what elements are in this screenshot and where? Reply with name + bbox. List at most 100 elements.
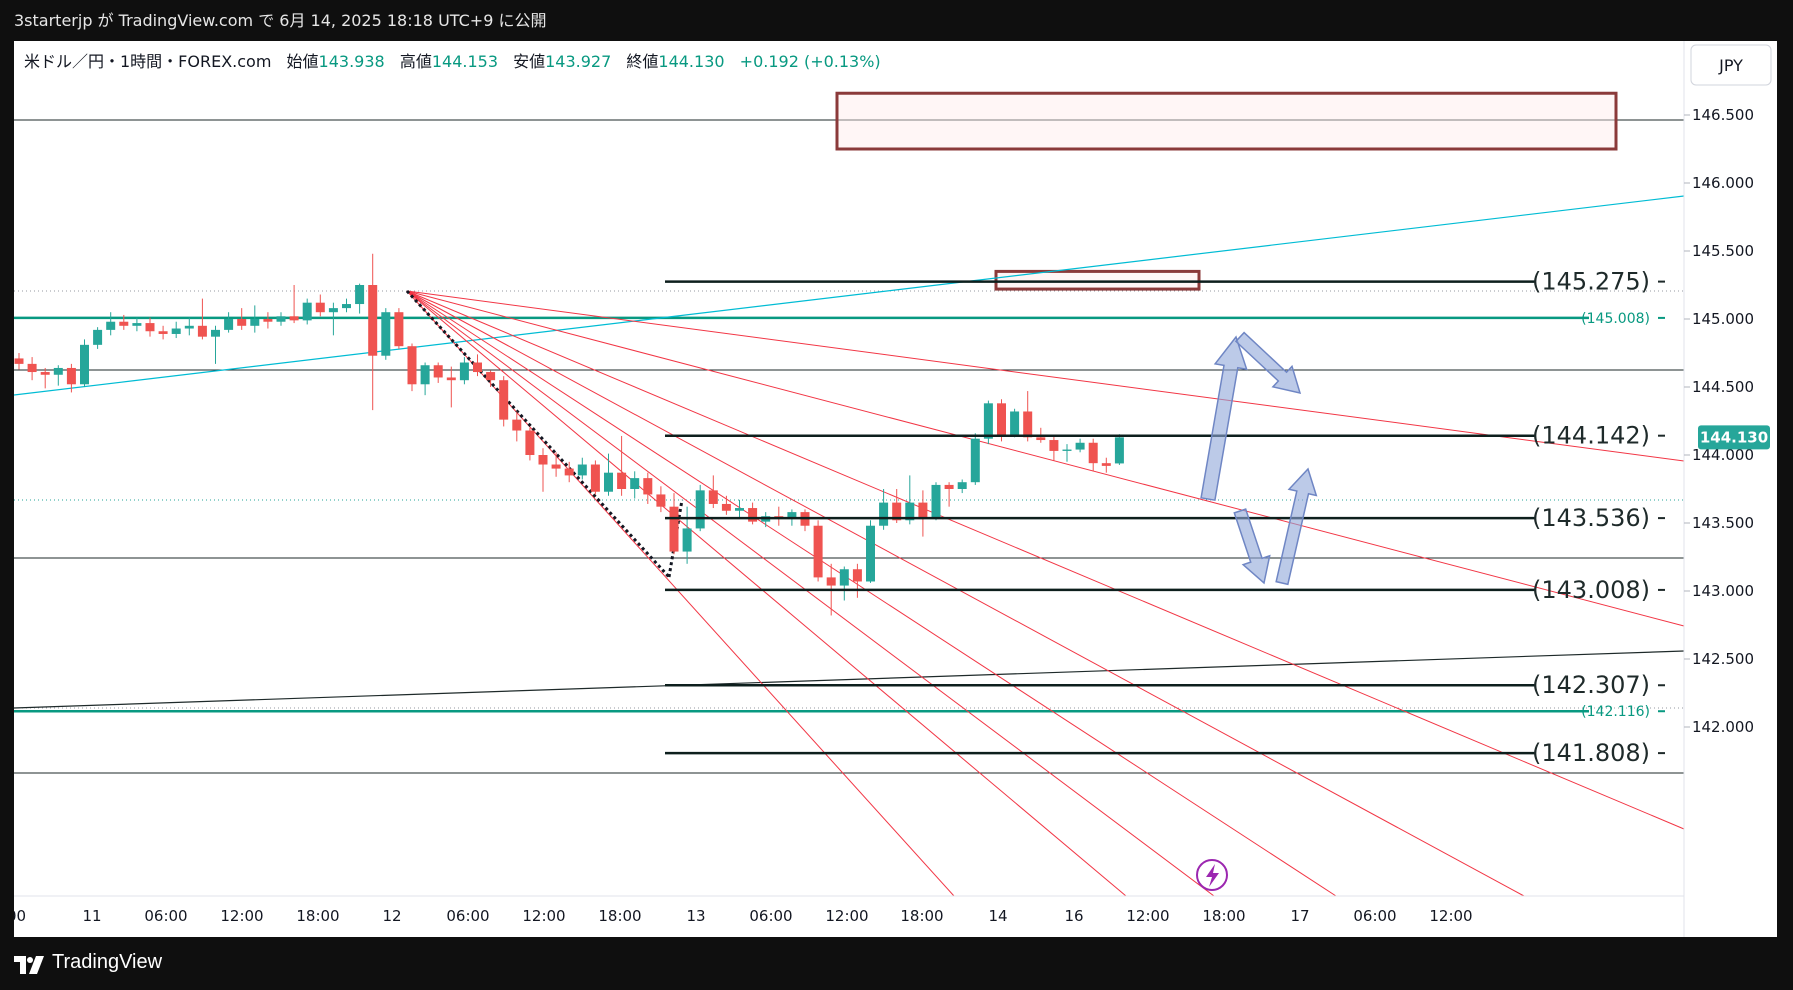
chart-panel[interactable]: (145.008) (142.116) (145.275) (144.142) (14… (14, 41, 1777, 937)
candle-body (931, 484, 941, 518)
candle-body (342, 304, 351, 309)
candle-body (512, 419, 522, 431)
fan-line (406, 290, 1215, 897)
candle-body (957, 482, 967, 489)
current-price-tag: 144.130 (1698, 425, 1770, 450)
candle-body (1062, 449, 1072, 451)
candle-body (145, 323, 155, 332)
fan-line (406, 290, 1525, 897)
candle-body (499, 380, 509, 420)
time-axis[interactable]: :00 11 06:00 12:00 18:00 12 06:00 12:00 18:00 13 0… (14, 895, 1684, 925)
candle-body (1101, 463, 1111, 466)
candle-body (708, 490, 718, 504)
candle-body (643, 478, 653, 495)
fan-line (406, 290, 955, 897)
x-tick-label: 14 (988, 907, 1007, 925)
candle-body (970, 438, 980, 483)
candle-body (590, 464, 600, 492)
candle-body (93, 329, 103, 345)
fan-line (406, 290, 1685, 462)
teal-level-label: (145.008) (1581, 311, 1650, 327)
resistance-zone (835, 91, 1618, 151)
candle-body (682, 528, 692, 552)
rising-support-line (14, 650, 1685, 709)
fan-lines (405, 289, 1685, 897)
candle-body (1036, 437, 1046, 441)
candle-body (1023, 411, 1033, 438)
x-tick-label: 06:00 (144, 907, 187, 925)
candle-body (721, 503, 731, 511)
candle-body (289, 316, 299, 321)
price-axis[interactable]: JPY 146.500146.000145.500145.000144.5001… (1683, 41, 1777, 937)
candle-body (119, 321, 129, 326)
candle-body (420, 365, 430, 385)
change-value: +0.192 (+0.13%) (740, 52, 881, 71)
candle-body (1114, 437, 1124, 464)
rising-channel-line (14, 195, 1685, 396)
candle-body (944, 484, 954, 489)
candle-body (80, 344, 89, 385)
candle-body (211, 329, 220, 337)
candle-body (407, 346, 417, 385)
candle-body (748, 508, 758, 522)
candle-body (433, 365, 443, 378)
x-tick-label: 06:00 (446, 907, 489, 925)
candle-body (630, 478, 640, 489)
brand-name: TradingView (52, 951, 163, 973)
candle-body (656, 494, 666, 507)
y-tick-label: 144.500 (1692, 378, 1754, 396)
scenario-arrow (1234, 331, 1302, 395)
candle-body (315, 302, 325, 313)
y-tick-label: 143.000 (1692, 582, 1754, 600)
candle-body (473, 362, 482, 373)
candle-body (368, 285, 378, 356)
candle-body (224, 319, 234, 330)
candle-body (158, 331, 168, 334)
x-tick-label: 18:00 (296, 907, 339, 925)
candle-body (538, 455, 548, 465)
y-tick-label: 146.500 (1692, 106, 1754, 124)
symbol-label: 米ドル／円・1時間・FOREX.com (24, 52, 271, 71)
x-tick-label: 11 (82, 907, 101, 925)
candle-body (1088, 442, 1098, 464)
x-tick-label: 12:00 (1429, 907, 1472, 925)
trend-lines (14, 195, 1685, 709)
dotted-trendline (405, 289, 671, 579)
currency-button[interactable]: JPY (1690, 44, 1772, 86)
x-tick-label: :00 (14, 907, 26, 925)
high-value: 144.153 (432, 52, 498, 71)
dotted-trendline (667, 499, 684, 578)
x-tick-label: 13 (686, 907, 705, 925)
candle-body (918, 502, 928, 518)
horizontal-lines: (145.008) (142.116) (14, 119, 1684, 774)
currency-label: JPY (1718, 56, 1743, 75)
lightning-icon[interactable] (1196, 859, 1228, 891)
candle-body (276, 316, 286, 322)
y-tick-label: 145.500 (1692, 242, 1754, 260)
y-tick-label: 143.500 (1692, 514, 1754, 532)
tradingview-logo-icon (14, 956, 44, 974)
y-tick-label: 142.500 (1692, 650, 1754, 668)
x-tick-labels: :00 11 06:00 12:00 18:00 12 06:00 12:00 18:00 13 0… (14, 907, 1473, 925)
level-label: (141.808) (1532, 739, 1650, 767)
candle-body (879, 502, 889, 526)
footer: TradingView (0, 937, 1793, 990)
chart-legend: 米ドル／円・1時間・FOREX.com 始値143.938 高値144.153 … (24, 52, 881, 71)
x-tick-label: 06:00 (1353, 907, 1396, 925)
x-tick-label: 12:00 (1126, 907, 1169, 925)
candle-body (577, 464, 587, 476)
candles (14, 253, 1124, 616)
price-chart[interactable]: (145.008)(142.116) (145.275)(144.142)(14… (14, 41, 1777, 937)
candle-body (551, 464, 561, 469)
fan-line (406, 290, 1127, 897)
candle-body (394, 312, 404, 347)
y-tick-label: 142.000 (1692, 718, 1754, 736)
level-lines: (145.275) (144.142) (143.536) (143.008) (142… (665, 268, 1665, 767)
candle-body (355, 285, 365, 305)
x-tick-label: 17 (1290, 907, 1309, 925)
candle-body (1010, 411, 1020, 435)
candle-body (564, 468, 574, 476)
y-tick-labels: 146.500 146.000 145.500 145.000 144.500 144.0… (1684, 106, 1754, 736)
publish-info: 3starterjp が TradingView.com で 6月 14, 20… (14, 11, 547, 30)
y-tick-label: 144.000 (1692, 446, 1754, 464)
